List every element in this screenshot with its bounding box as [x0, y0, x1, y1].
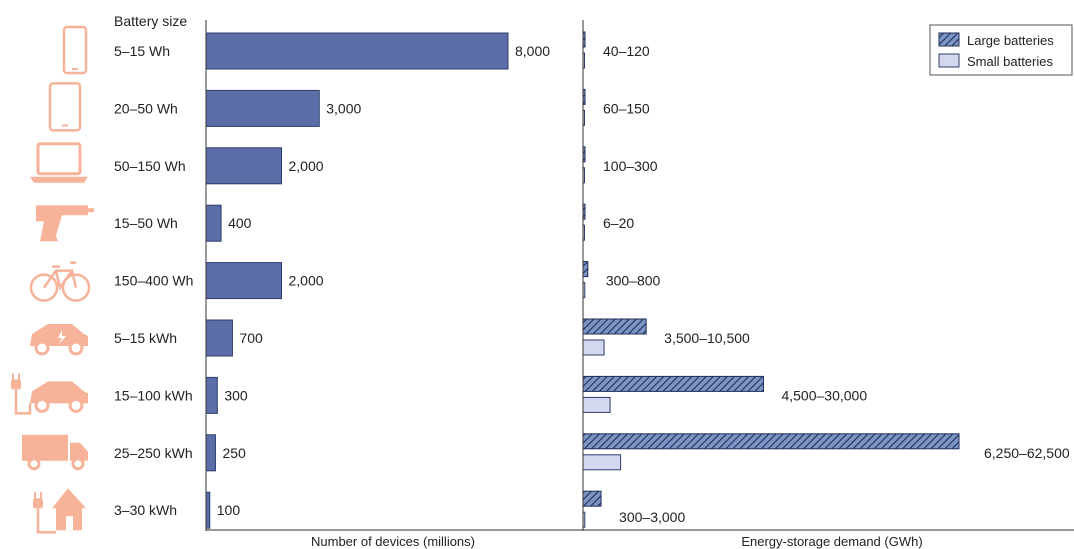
category-icons — [11, 25, 94, 534]
smartphone-icon — [62, 25, 88, 75]
battery-size-label: 25–250 kWh — [114, 445, 193, 461]
energy-range-label: 100–300 — [603, 158, 658, 174]
energy-demand-bars — [582, 31, 960, 528]
devices-value-label: 100 — [217, 502, 241, 518]
devices-bar — [205, 147, 282, 185]
home-storage-icon — [33, 488, 86, 534]
plug-in-car-icon — [11, 373, 88, 415]
legend-label-small: Small batteries — [967, 54, 1053, 69]
left-x-axis-title: Number of devices (millions) — [311, 534, 475, 549]
truck-icon — [22, 434, 88, 471]
laptop-icon — [30, 142, 88, 183]
devices-bar — [205, 204, 222, 242]
battery-size-label: 20–50 Wh — [114, 100, 178, 116]
devices-bar — [205, 262, 282, 300]
devices-value-label: 3,000 — [326, 100, 361, 116]
large-batteries-bar — [582, 261, 589, 278]
battery-size-label: 150–400 Wh — [114, 273, 193, 289]
large-batteries-bar — [582, 433, 960, 450]
small-batteries-bar — [582, 396, 611, 413]
battery-size-label: 15–50 Wh — [114, 215, 178, 231]
battery-size-labels: 5–15 Wh 20–50 Wh 50–150 Wh 15–50 Wh 150–400 … — [114, 43, 193, 518]
large-batteries-bar — [582, 490, 602, 507]
devices-value-label: 300 — [224, 387, 248, 403]
energy-range-label: 4,500–30,000 — [781, 387, 867, 403]
battery-size-label: 5–15 Wh — [114, 43, 170, 59]
large-batteries-bar — [582, 318, 647, 335]
battery-size-label: 50–150 Wh — [114, 158, 186, 174]
energy-range-label: 300–3,000 — [619, 509, 685, 525]
devices-bars — [205, 32, 509, 529]
energy-demand-range-labels: 40–120 60–150 100–300 6–20 300–800 3,500–10,5… — [603, 43, 1070, 525]
devices-value-label: 2,000 — [289, 158, 324, 174]
devices-bar — [205, 376, 218, 414]
small-batteries-bar — [582, 339, 605, 356]
devices-value-label: 700 — [239, 330, 263, 346]
devices-bar — [205, 89, 320, 127]
battery-size-label: 15–100 kWh — [114, 387, 193, 403]
devices-bar — [205, 319, 233, 357]
energy-range-label: 6–20 — [603, 215, 634, 231]
e-bike-icon — [29, 261, 91, 302]
tablet-icon — [48, 82, 82, 132]
battery-size-label: 3–30 kWh — [114, 502, 177, 518]
legend-label-large: Large batteries — [967, 33, 1054, 48]
energy-range-label: 60–150 — [603, 100, 650, 116]
devices-value-label: 2,000 — [289, 273, 324, 289]
small-batteries-bar — [582, 454, 622, 471]
devices-value-label: 250 — [222, 445, 246, 461]
battery-size-label: 5–15 kWh — [114, 330, 177, 346]
legend-swatch-small — [938, 53, 960, 68]
devices-bar — [205, 32, 509, 70]
legend-swatch-large — [938, 32, 960, 47]
hybrid-car-icon — [30, 324, 88, 356]
large-batteries-bar — [582, 375, 764, 392]
devices-bar — [205, 434, 216, 472]
legend: Large batteries Small batteries — [929, 24, 1073, 76]
energy-range-label: 6,250–62,500 — [984, 445, 1070, 461]
energy-range-label: 40–120 — [603, 43, 650, 59]
devices-bar — [205, 491, 211, 529]
devices-value-labels: 8,000 3,000 2,000 400 2,000 700 300 250 100 — [217, 43, 550, 518]
energy-range-label: 300–800 — [606, 273, 661, 289]
energy-range-label: 3,500–10,500 — [664, 330, 750, 346]
devices-value-label: 400 — [228, 215, 252, 231]
power-drill-icon — [36, 205, 94, 242]
right-x-axis-title: Energy-storage demand (GWh) — [741, 534, 922, 549]
battery-size-header: Battery size — [114, 13, 187, 29]
devices-value-label: 8,000 — [515, 43, 550, 59]
